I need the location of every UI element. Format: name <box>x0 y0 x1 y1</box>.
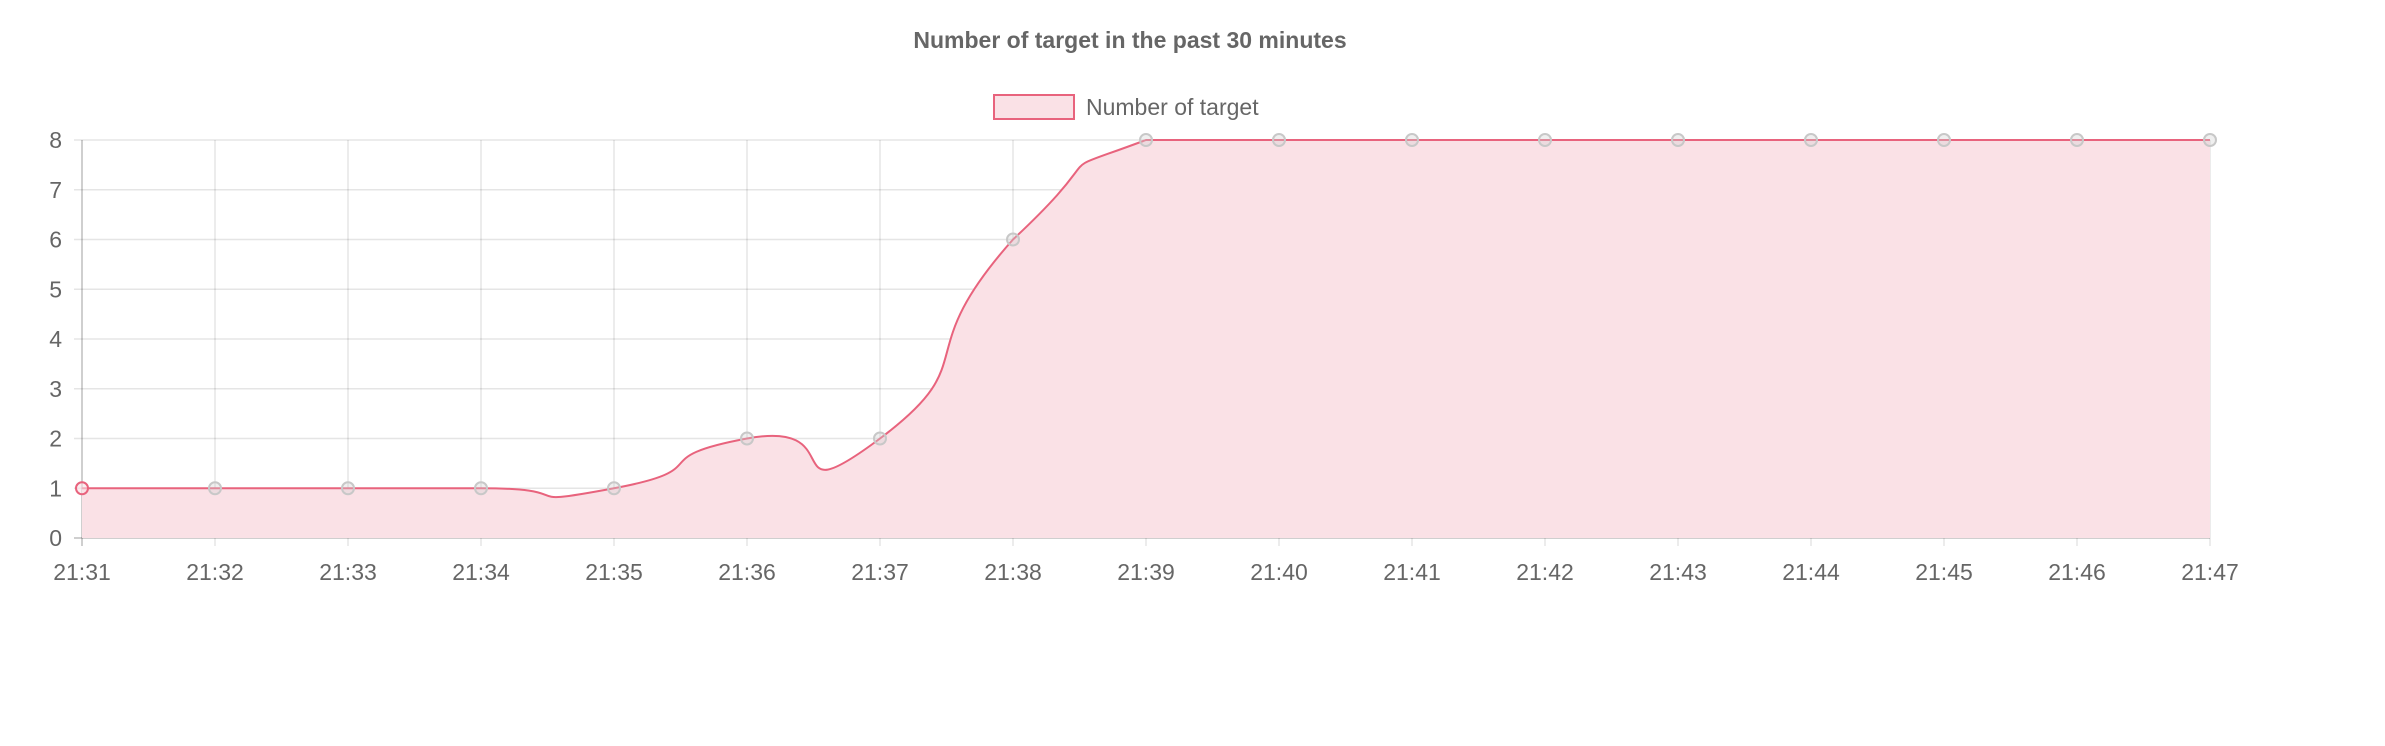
data-point[interactable] <box>2203 133 2217 147</box>
y-tick-label: 5 <box>49 276 62 302</box>
data-point[interactable] <box>1405 133 1419 147</box>
x-tick-label: 21:37 <box>851 559 909 585</box>
data-point[interactable] <box>873 431 887 446</box>
x-tick-label: 21:38 <box>984 559 1042 585</box>
y-tick-label: 4 <box>49 326 62 352</box>
y-axis: 0 1 2 3 4 5 6 7 8 <box>49 127 62 551</box>
x-tick-label: 21:36 <box>718 559 776 585</box>
x-tick-label: 21:43 <box>1649 559 1707 585</box>
x-tick-label: 21:39 <box>1117 559 1175 585</box>
legend-swatch <box>993 94 1075 120</box>
x-tick-label: 21:42 <box>1516 559 1574 585</box>
series-line <box>82 138 2210 499</box>
data-point[interactable] <box>1804 133 1818 147</box>
y-tick-label: 6 <box>49 227 62 253</box>
y-tick-label: 2 <box>49 426 62 452</box>
data-point[interactable] <box>1272 133 1286 147</box>
x-tick-label: 21:40 <box>1250 559 1308 585</box>
data-point[interactable] <box>2070 133 2084 147</box>
x-tick-label: 21:47 <box>2181 559 2239 585</box>
data-point[interactable] <box>341 481 355 496</box>
data-point[interactable] <box>1006 232 1020 247</box>
y-tick-label: 1 <box>49 475 62 501</box>
x-tick-label: 21:46 <box>2048 559 2106 585</box>
x-tick-label: 21:32 <box>186 559 244 585</box>
legend-label: Number of target <box>1086 94 1259 120</box>
data-point[interactable] <box>1139 133 1153 147</box>
x-axis: 21:31 21:32 21:33 21:34 21:35 21:36 21:37 21:38… <box>53 559 2239 585</box>
data-point[interactable] <box>1937 133 1951 147</box>
y-tick-label: 3 <box>49 376 62 402</box>
data-point[interactable] <box>75 481 89 496</box>
data-point[interactable] <box>1538 133 1552 147</box>
x-tick-label: 21:33 <box>319 559 377 585</box>
x-tick-label: 21:45 <box>1915 559 1973 585</box>
y-tick-label: 7 <box>49 177 62 203</box>
data-point[interactable] <box>607 481 621 496</box>
x-tick-label: 21:44 <box>1782 559 1840 585</box>
data-point[interactable] <box>474 481 488 496</box>
chart-title: Number of target in the past 30 minutes <box>913 27 1346 53</box>
data-point[interactable] <box>208 481 222 496</box>
x-tick-label: 21:34 <box>452 559 510 585</box>
series-area-fill <box>82 140 2210 538</box>
x-tick-label: 21:31 <box>53 559 111 585</box>
y-tick-label: 0 <box>49 525 62 551</box>
data-point[interactable] <box>740 431 754 446</box>
legend[interactable]: Number of target <box>993 94 1259 120</box>
x-tick-label: 21:41 <box>1383 559 1441 585</box>
series-number-of-target <box>75 133 2217 538</box>
y-tick-label: 8 <box>49 127 62 153</box>
data-point[interactable] <box>1671 133 1685 147</box>
x-tick-label: 21:35 <box>585 559 643 585</box>
